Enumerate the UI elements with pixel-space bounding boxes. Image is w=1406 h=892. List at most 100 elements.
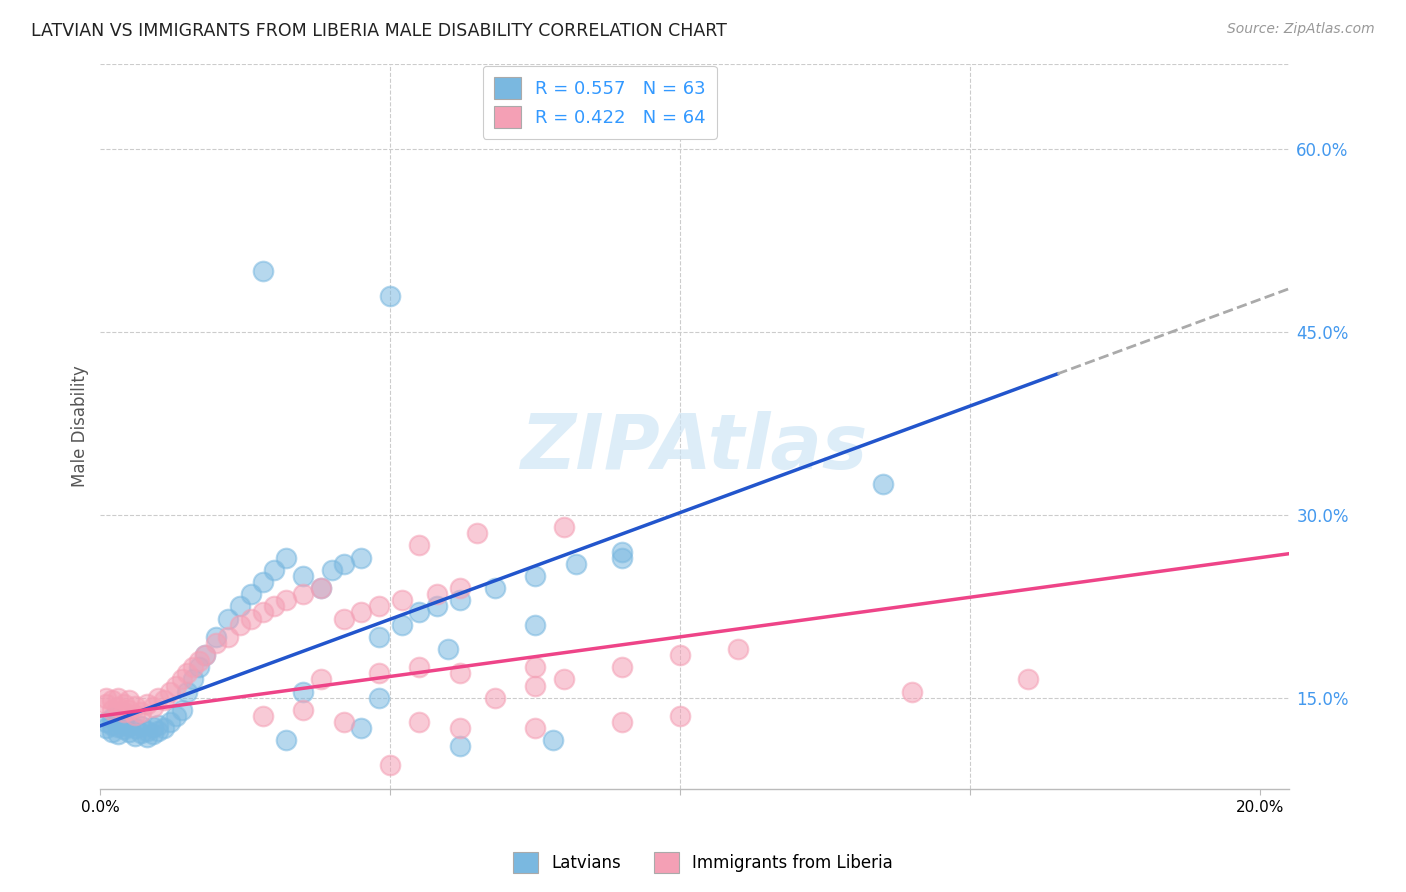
Point: [391, 617, 413, 632]
Point: [367, 599, 389, 614]
Point: [107, 700, 129, 714]
Point: [553, 673, 575, 687]
Point: [263, 599, 285, 614]
Point: [524, 617, 547, 632]
Point: [194, 648, 217, 662]
Point: [252, 709, 274, 723]
Point: [124, 721, 146, 735]
Y-axis label: Male Disability: Male Disability: [72, 366, 89, 487]
Point: [135, 697, 157, 711]
Point: [449, 739, 471, 754]
Point: [426, 587, 449, 601]
Point: [159, 684, 181, 698]
Point: [142, 727, 165, 741]
Point: [205, 630, 228, 644]
Point: [408, 538, 430, 552]
Point: [321, 563, 343, 577]
Point: [380, 288, 402, 302]
Point: [484, 581, 506, 595]
Point: [252, 606, 274, 620]
Point: [449, 593, 471, 607]
Point: [350, 606, 373, 620]
Point: [292, 684, 315, 698]
Point: [107, 690, 129, 705]
Point: [112, 706, 135, 720]
Point: [129, 719, 152, 733]
Legend: Latvians, Immigrants from Liberia: Latvians, Immigrants from Liberia: [506, 846, 900, 880]
Point: [101, 711, 124, 725]
Point: [112, 723, 135, 737]
Point: [153, 693, 176, 707]
Point: [118, 693, 141, 707]
Point: [118, 719, 141, 733]
Point: [188, 654, 211, 668]
Point: [188, 660, 211, 674]
Point: [176, 684, 198, 698]
Point: [129, 726, 152, 740]
Point: [449, 666, 471, 681]
Point: [669, 648, 692, 662]
Point: [142, 700, 165, 714]
Point: [94, 721, 117, 735]
Point: [612, 550, 634, 565]
Point: [524, 679, 547, 693]
Point: [350, 550, 373, 565]
Point: [612, 660, 634, 674]
Point: [309, 581, 332, 595]
Point: [176, 666, 198, 681]
Point: [263, 563, 285, 577]
Point: [292, 703, 315, 717]
Point: [240, 611, 263, 625]
Point: [565, 557, 588, 571]
Point: [101, 724, 124, 739]
Point: [274, 550, 297, 565]
Point: [107, 714, 129, 728]
Point: [228, 599, 250, 614]
Point: [252, 264, 274, 278]
Point: [170, 703, 193, 717]
Point: [101, 717, 124, 731]
Point: [252, 574, 274, 589]
Point: [124, 699, 146, 714]
Point: [274, 593, 297, 607]
Point: [669, 709, 692, 723]
Point: [148, 690, 170, 705]
Point: [124, 707, 146, 722]
Point: [541, 733, 564, 747]
Text: LATVIAN VS IMMIGRANTS FROM LIBERIA MALE DISABILITY CORRELATION CHART: LATVIAN VS IMMIGRANTS FROM LIBERIA MALE …: [31, 22, 727, 40]
Point: [153, 721, 176, 735]
Point: [333, 611, 356, 625]
Point: [159, 715, 181, 730]
Point: [94, 697, 117, 711]
Point: [612, 715, 634, 730]
Point: [524, 569, 547, 583]
Point: [135, 723, 157, 738]
Point: [380, 757, 402, 772]
Point: [408, 715, 430, 730]
Point: [129, 706, 152, 720]
Point: [292, 587, 315, 601]
Point: [1017, 673, 1039, 687]
Point: [107, 720, 129, 734]
Point: [118, 724, 141, 739]
Point: [901, 684, 924, 698]
Point: [101, 703, 124, 717]
Point: [205, 636, 228, 650]
Point: [484, 690, 506, 705]
Point: [112, 716, 135, 731]
Point: [165, 709, 187, 723]
Point: [194, 648, 217, 662]
Point: [170, 673, 193, 687]
Point: [94, 690, 117, 705]
Text: ZIPAtlas: ZIPAtlas: [522, 411, 869, 485]
Text: Source: ZipAtlas.com: Source: ZipAtlas.com: [1227, 22, 1375, 37]
Point: [367, 666, 389, 681]
Point: [181, 673, 204, 687]
Point: [101, 693, 124, 707]
Point: [142, 720, 165, 734]
Point: [437, 642, 460, 657]
Point: [118, 703, 141, 717]
Point: [217, 611, 239, 625]
Point: [333, 715, 356, 730]
Point: [309, 673, 332, 687]
